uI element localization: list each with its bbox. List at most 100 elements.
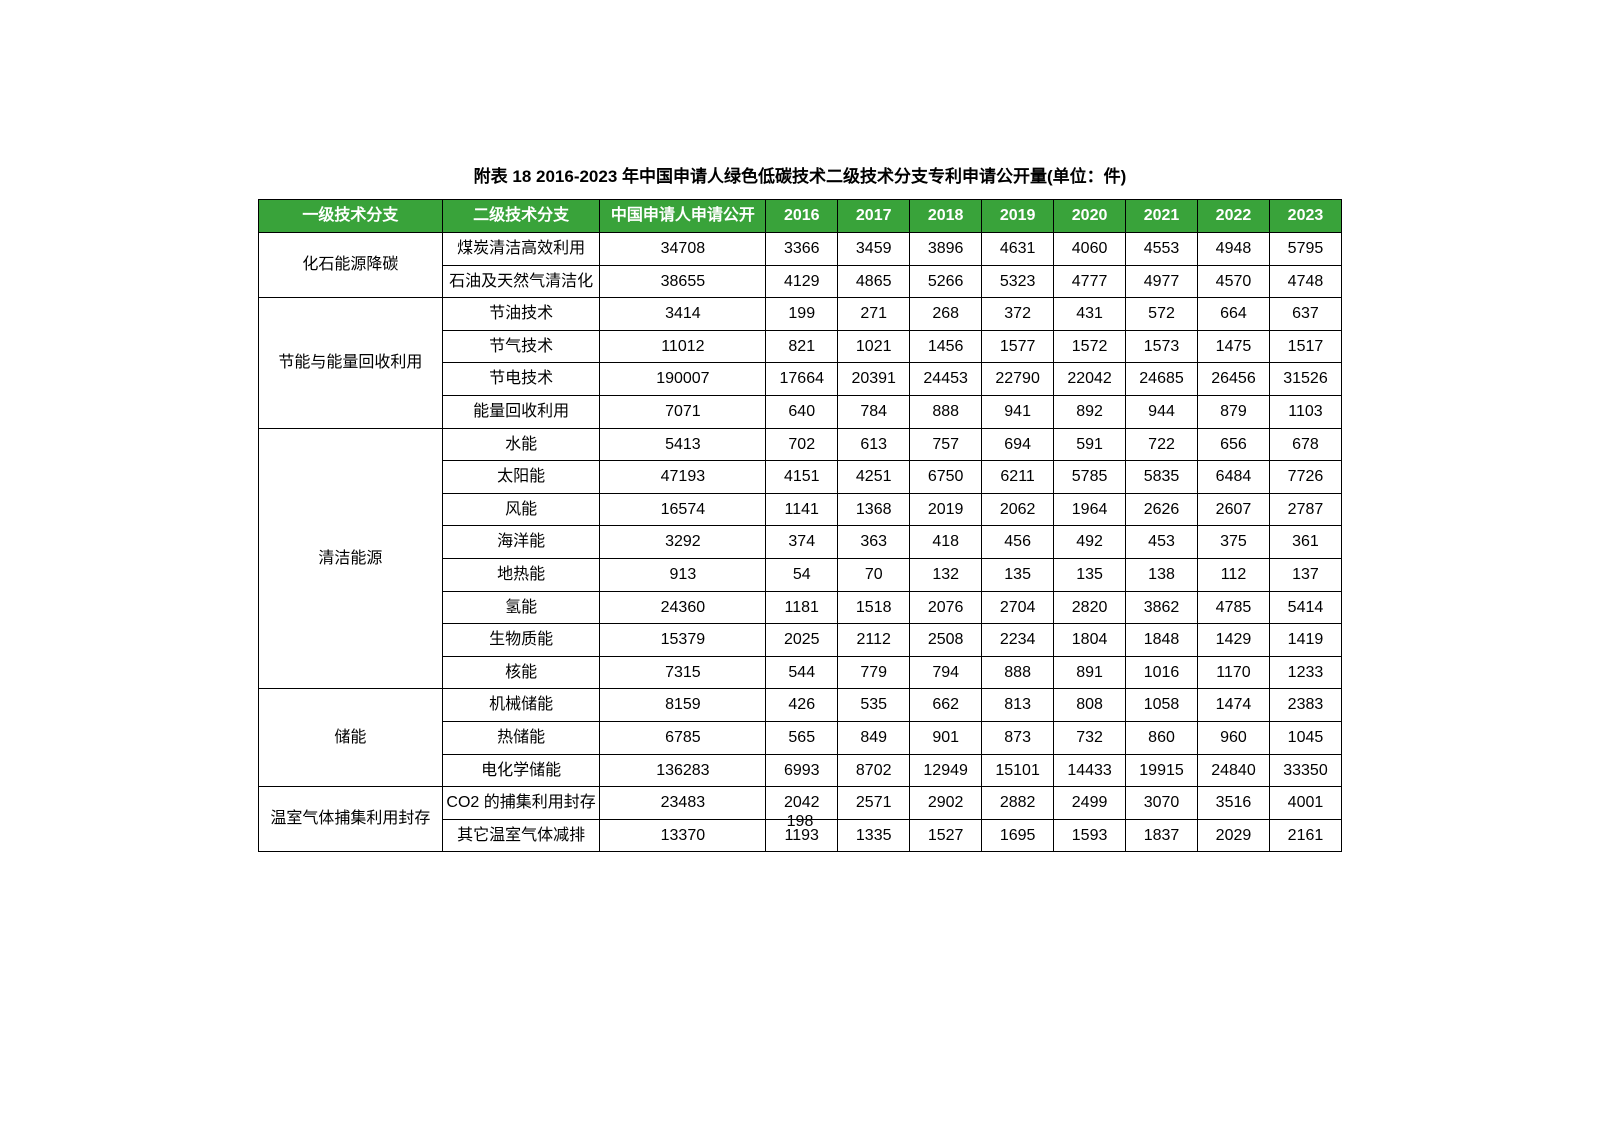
- year-cell: 5835: [1126, 461, 1198, 494]
- year-cell: 1103: [1269, 395, 1341, 428]
- col-2017: 2017: [838, 200, 910, 233]
- year-cell: 4977: [1126, 265, 1198, 298]
- year-cell: 20391: [838, 363, 910, 396]
- total-cell: 3292: [600, 526, 766, 559]
- year-cell: 361: [1269, 526, 1341, 559]
- year-cell: 372: [982, 298, 1054, 331]
- col-level2: 二级技术分支: [442, 200, 600, 233]
- year-cell: 891: [1054, 656, 1126, 689]
- table-row: 储能机械储能8159426535662813808105814742383: [259, 689, 1342, 722]
- year-cell: 1021: [838, 330, 910, 363]
- year-cell: 1518: [838, 591, 910, 624]
- year-cell: 4251: [838, 461, 910, 494]
- year-cell: 873: [982, 721, 1054, 754]
- year-cell: 22042: [1054, 363, 1126, 396]
- level1-cell: 储能: [259, 689, 443, 787]
- year-cell: 2704: [982, 591, 1054, 624]
- year-cell: 2607: [1198, 493, 1270, 526]
- year-cell: 1577: [982, 330, 1054, 363]
- year-cell: 2820: [1054, 591, 1126, 624]
- year-cell: 2062: [982, 493, 1054, 526]
- col-2023: 2023: [1269, 200, 1341, 233]
- total-cell: 16574: [600, 493, 766, 526]
- year-cell: 1045: [1269, 721, 1341, 754]
- year-cell: 137: [1269, 558, 1341, 591]
- year-cell: 31526: [1269, 363, 1341, 396]
- col-2018: 2018: [910, 200, 982, 233]
- year-cell: 879: [1198, 395, 1270, 428]
- year-cell: 640: [766, 395, 838, 428]
- year-cell: 268: [910, 298, 982, 331]
- level2-cell: 生物质能: [442, 624, 600, 657]
- year-cell: 112: [1198, 558, 1270, 591]
- total-cell: 11012: [600, 330, 766, 363]
- year-cell: 821: [766, 330, 838, 363]
- year-cell: 941: [982, 395, 1054, 428]
- year-cell: 572: [1126, 298, 1198, 331]
- year-cell: 1475: [1198, 330, 1270, 363]
- year-cell: 662: [910, 689, 982, 722]
- total-cell: 34708: [600, 233, 766, 266]
- year-cell: 1572: [1054, 330, 1126, 363]
- year-cell: 24685: [1126, 363, 1198, 396]
- year-cell: 12949: [910, 754, 982, 787]
- year-cell: 544: [766, 656, 838, 689]
- year-cell: 1181: [766, 591, 838, 624]
- year-cell: 4631: [982, 233, 1054, 266]
- total-cell: 24360: [600, 591, 766, 624]
- table-container: 一级技术分支 二级技术分支 中国申请人申请公开 2016 2017 2018 2…: [258, 199, 1342, 852]
- year-cell: 2626: [1126, 493, 1198, 526]
- year-cell: 15101: [982, 754, 1054, 787]
- page-number: 198: [0, 813, 1600, 831]
- year-cell: 6211: [982, 461, 1054, 494]
- total-cell: 8159: [600, 689, 766, 722]
- year-cell: 2076: [910, 591, 982, 624]
- year-cell: 26456: [1198, 363, 1270, 396]
- level2-cell: 电化学储能: [442, 754, 600, 787]
- year-cell: 4129: [766, 265, 838, 298]
- year-cell: 375: [1198, 526, 1270, 559]
- year-cell: 4748: [1269, 265, 1341, 298]
- year-cell: 3862: [1126, 591, 1198, 624]
- total-cell: 3414: [600, 298, 766, 331]
- year-cell: 1058: [1126, 689, 1198, 722]
- total-cell: 38655: [600, 265, 766, 298]
- year-cell: 426: [766, 689, 838, 722]
- level1-cell: 节能与能量回收利用: [259, 298, 443, 428]
- year-cell: 1429: [1198, 624, 1270, 657]
- total-cell: 15379: [600, 624, 766, 657]
- year-cell: 3896: [910, 233, 982, 266]
- year-cell: 4570: [1198, 265, 1270, 298]
- col-2022: 2022: [1198, 200, 1270, 233]
- year-cell: 2508: [910, 624, 982, 657]
- total-cell: 190007: [600, 363, 766, 396]
- col-total: 中国申请人申请公开: [600, 200, 766, 233]
- year-cell: 5266: [910, 265, 982, 298]
- year-cell: 888: [910, 395, 982, 428]
- year-cell: 1016: [1126, 656, 1198, 689]
- year-cell: 132: [910, 558, 982, 591]
- year-cell: 535: [838, 689, 910, 722]
- year-cell: 2234: [982, 624, 1054, 657]
- year-cell: 54: [766, 558, 838, 591]
- year-cell: 784: [838, 395, 910, 428]
- level2-cell: 机械储能: [442, 689, 600, 722]
- total-cell: 6785: [600, 721, 766, 754]
- year-cell: 656: [1198, 428, 1270, 461]
- year-cell: 4865: [838, 265, 910, 298]
- level2-cell: 热储能: [442, 721, 600, 754]
- year-cell: 901: [910, 721, 982, 754]
- level2-cell: 氢能: [442, 591, 600, 624]
- year-cell: 5323: [982, 265, 1054, 298]
- year-cell: 808: [1054, 689, 1126, 722]
- year-cell: 2019: [910, 493, 982, 526]
- patent-table: 一级技术分支 二级技术分支 中国申请人申请公开 2016 2017 2018 2…: [258, 199, 1342, 852]
- year-cell: 1474: [1198, 689, 1270, 722]
- table-row: 清洁能源水能5413702613757694591722656678: [259, 428, 1342, 461]
- year-cell: 1517: [1269, 330, 1341, 363]
- year-cell: 637: [1269, 298, 1341, 331]
- level2-cell: 地热能: [442, 558, 600, 591]
- year-cell: 199: [766, 298, 838, 331]
- year-cell: 5795: [1269, 233, 1341, 266]
- year-cell: 7726: [1269, 461, 1341, 494]
